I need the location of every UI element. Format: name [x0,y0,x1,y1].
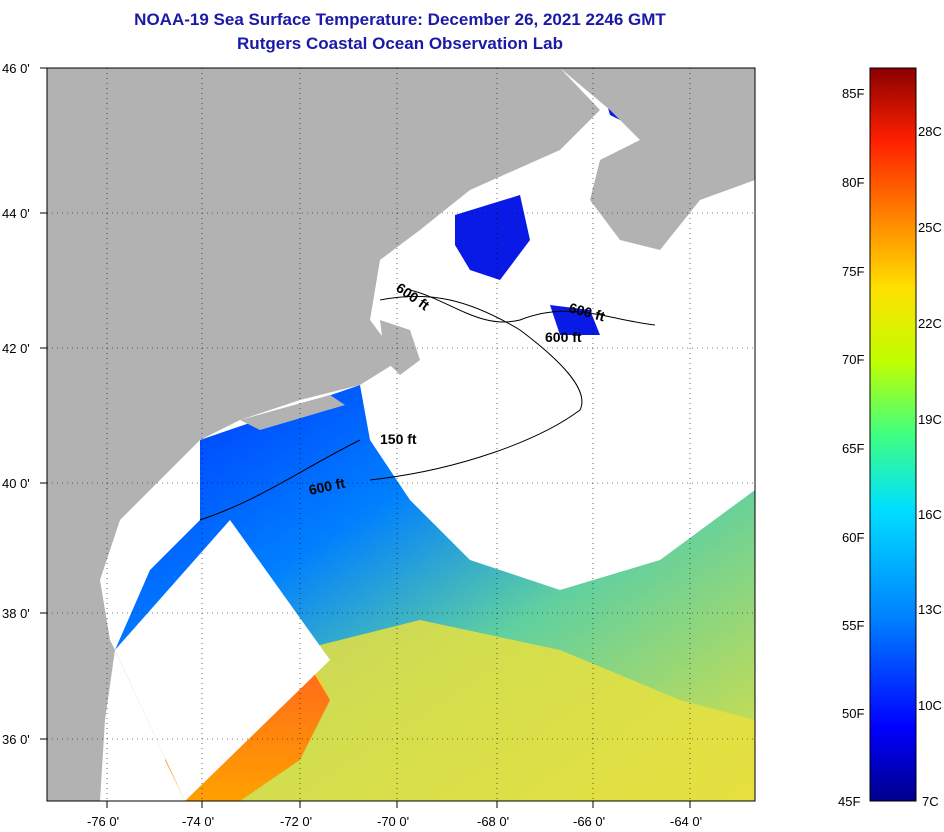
lon-label: -76 0' [87,814,119,829]
colorbar-c-label: 16C [918,507,942,522]
colorbar-c-label: 10C [918,698,942,713]
colorbar-f-label: 65F [842,441,864,456]
colorbar-c-label: 7C [922,794,939,809]
land-us-east-coast [47,68,600,801]
land-long-island [240,395,345,430]
depth-contours [199,289,656,521]
no-data-wedge [115,520,330,801]
lat-label: 36 0' [2,732,30,747]
warm-band [240,620,755,801]
lon-label: -74 0' [182,814,214,829]
map-frame [46,67,756,802]
colorbar [869,67,917,802]
lon-label: -66 0' [573,814,605,829]
colorbar-f-label: 70F [842,352,864,367]
map-title: NOAA-19 Sea Surface Temperature: Decembe… [134,10,666,29]
colorbar-f-label: 60F [842,530,864,545]
cold-patch-gulf-of-maine [455,195,530,280]
colorbar-f-label: 55F [842,618,864,633]
contour-label: 600 ft [545,329,582,345]
colorbar-c-label: 28C [918,124,942,139]
colorbar-f-label: 45F [838,794,860,809]
lat-label: 46 0' [2,61,30,76]
colorbar-f-label: 80F [842,175,864,190]
axis-ticks [40,67,691,808]
colorbar-f-label: 85F [842,86,864,101]
map-subtitle: Rutgers Coastal Ocean Observation Lab [237,34,563,53]
lat-label: 42 0' [2,341,30,356]
lon-label: -70 0' [377,814,409,829]
lon-label: -64 0' [670,814,702,829]
lat-label: 38 0' [2,606,30,621]
contour-label: 150 ft [380,431,417,447]
lat-label: 44 0' [2,206,30,221]
colorbar-c-label: 25C [918,220,942,235]
colorbar-f-label: 75F [842,264,864,279]
contour-label: 600 ft [307,475,346,498]
land-cape-cod [380,320,420,375]
colorbar-c-label: 19C [918,412,942,427]
colorbar-f-label: 50F [842,706,864,721]
gridlines [47,68,755,801]
colorbar-c-label: 22C [918,316,942,331]
land-nova-scotia [560,68,755,250]
lon-label: -68 0' [477,814,509,829]
lat-label: 40 0' [2,476,30,491]
lon-label: -72 0' [280,814,312,829]
colorbar-c-label: 13C [918,602,942,617]
